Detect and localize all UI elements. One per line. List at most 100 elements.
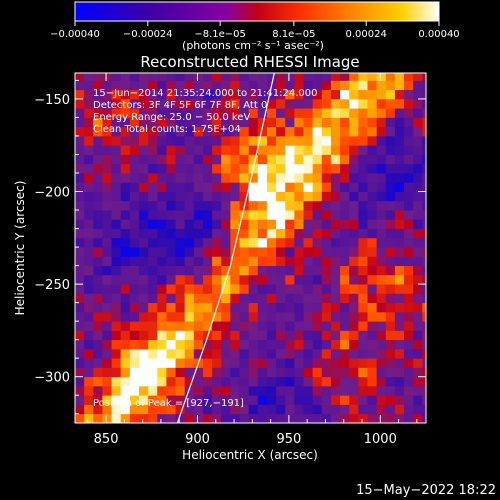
heatmap-image: [75, 73, 426, 423]
heatmap-cell: [102, 256, 112, 266]
heatmap-cell: [148, 154, 158, 165]
heatmap-cell: [202, 376, 213, 387]
footer-date: 15−May−2022 18:22: [356, 483, 496, 498]
heatmap-cell: [385, 182, 396, 192]
heatmap-cell: [367, 330, 378, 341]
heatmap-cell: [321, 135, 332, 146]
heatmap-cell: [102, 348, 112, 359]
heatmap-cell: [221, 182, 231, 192]
heatmap-cell: [330, 98, 341, 109]
heatmap-cell: [404, 321, 414, 331]
heatmap-cell: [404, 330, 414, 341]
heatmap-cell: [111, 330, 122, 341]
heatmap-cell: [303, 284, 314, 294]
heatmap-cell: [385, 321, 396, 331]
heatmap-cell: [93, 98, 103, 109]
heatmap-cell: [422, 108, 426, 118]
heatmap-cell: [276, 154, 286, 165]
heatmap-cell: [75, 173, 85, 183]
heatmap-cell: [285, 404, 295, 415]
heatmap-cell: [385, 237, 396, 248]
heatmap-cell: [294, 367, 304, 378]
heatmap-cell: [257, 256, 268, 266]
heatmap-cell: [330, 385, 341, 396]
heatmap-cell: [349, 182, 359, 192]
heatmap-cell: [193, 376, 204, 387]
heatmap-cell: [175, 219, 186, 229]
heatmap-cell: [93, 163, 103, 174]
heatmap-cell: [404, 108, 414, 118]
heatmap-cell: [148, 191, 158, 202]
heatmap-cell: [184, 182, 195, 192]
heatmap-cell: [239, 145, 250, 155]
heatmap-cell: [111, 89, 122, 100]
heatmap-cell: [239, 163, 250, 174]
heatmap-cell: [248, 256, 259, 266]
heatmap-cell: [184, 265, 195, 276]
heatmap-cell: [230, 284, 240, 294]
heatmap-cell: [111, 173, 122, 183]
heatmap-cell: [175, 117, 186, 128]
heatmap-cell: [330, 358, 341, 368]
heatmap-cell: [212, 274, 222, 285]
heatmap-cell: [93, 219, 103, 229]
heatmap-cell: [202, 228, 213, 239]
heatmap-cell: [148, 274, 158, 285]
heatmap-cell: [422, 173, 426, 183]
heatmap-cell: [349, 163, 359, 174]
heatmap-cell: [294, 108, 304, 118]
heatmap-cell: [75, 117, 85, 128]
heatmap-cell: [221, 237, 231, 248]
heatmap-cell: [257, 228, 268, 239]
heatmap-cell: [257, 348, 268, 359]
heatmap-cell: [266, 404, 277, 415]
heatmap-cell: [75, 376, 85, 387]
heatmap-cell: [120, 182, 131, 192]
heatmap-cell: [266, 191, 277, 202]
heatmap-cell: [394, 73, 405, 81]
heatmap-cell: [129, 413, 140, 423]
heatmap-cell: [349, 247, 359, 257]
heatmap-cell: [175, 395, 186, 405]
heatmap-cell: [102, 89, 112, 100]
heatmap-cell: [394, 228, 405, 239]
heatmap-cell: [358, 237, 368, 248]
heatmap-cell: [394, 117, 405, 128]
heatmap-cell: [148, 210, 158, 220]
heatmap-cell: [221, 89, 231, 100]
heatmap-cell: [422, 376, 426, 387]
heatmap-cell: [184, 135, 195, 146]
heatmap-cell: [212, 376, 222, 387]
heatmap-cell: [75, 348, 85, 359]
heatmap-cell: [111, 376, 122, 387]
heatmap-cell: [221, 376, 231, 387]
heatmap-cell: [248, 284, 259, 294]
heatmap-cell: [239, 126, 250, 137]
heatmap-cell: [157, 145, 167, 155]
heatmap-cell: [129, 237, 140, 248]
heatmap-cell: [212, 89, 222, 100]
heatmap-cell: [75, 108, 85, 118]
heatmap-cell: [321, 145, 332, 155]
heatmap-cell: [239, 265, 250, 276]
heatmap-cell: [138, 404, 149, 415]
heatmap-cell: [157, 413, 167, 423]
heatmap-cell: [221, 126, 231, 137]
heatmap-cell: [276, 311, 286, 322]
heatmap-cell: [413, 117, 423, 128]
heatmap-cell: [175, 173, 186, 183]
heatmap-cell: [111, 219, 122, 229]
heatmap-cell: [111, 126, 122, 137]
heatmap-cell: [120, 237, 131, 248]
heatmap-cell: [394, 284, 405, 294]
heatmap-cell: [129, 126, 140, 137]
heatmap-cell: [266, 339, 277, 350]
heatmap-cell: [349, 404, 359, 415]
heatmap-cell: [257, 321, 268, 331]
heatmap-cell: [93, 228, 103, 239]
heatmap-cell: [367, 321, 378, 331]
heatmap-cell: [358, 89, 368, 100]
heatmap-cell: [394, 219, 405, 229]
heatmap-cell: [212, 98, 222, 109]
heatmap-cell: [129, 80, 140, 91]
